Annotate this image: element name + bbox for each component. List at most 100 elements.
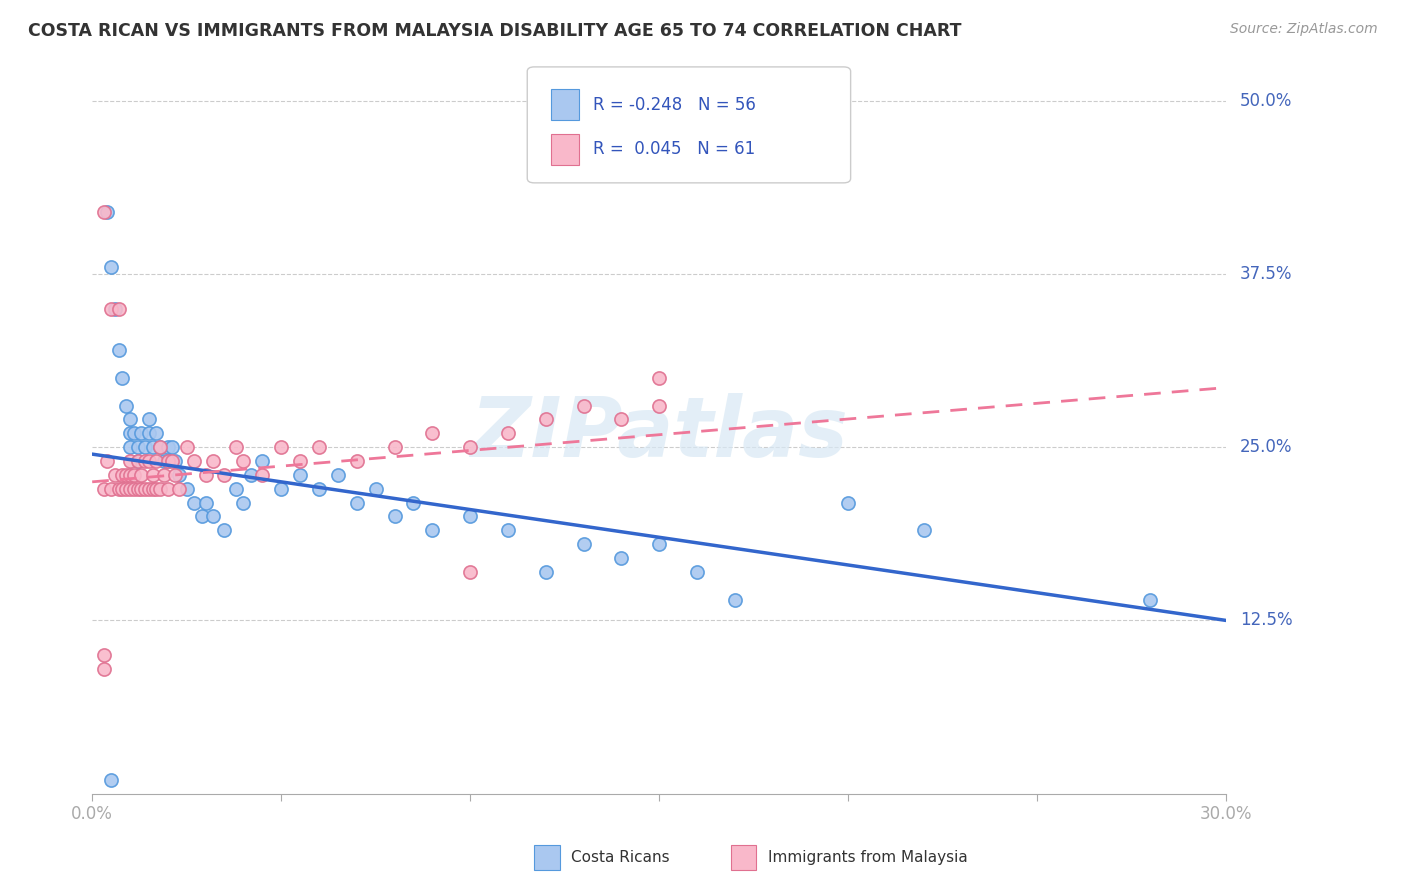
Text: 37.5%: 37.5% xyxy=(1240,265,1292,283)
Point xyxy=(194,467,217,482)
Point xyxy=(232,454,254,468)
Point xyxy=(127,454,149,468)
Point xyxy=(384,509,406,524)
Point xyxy=(534,412,557,426)
Point xyxy=(111,482,134,496)
Text: 12.5%: 12.5% xyxy=(1240,611,1292,630)
Point xyxy=(131,467,153,482)
Point xyxy=(232,495,254,509)
Point xyxy=(131,426,153,441)
Point xyxy=(496,524,519,538)
Point xyxy=(420,426,443,441)
Point xyxy=(1139,592,1161,607)
Point xyxy=(202,509,225,524)
Point xyxy=(288,467,311,482)
Point xyxy=(149,440,172,454)
Point xyxy=(686,565,709,579)
Point xyxy=(156,440,179,454)
Point xyxy=(134,482,156,496)
Text: R = -0.248   N = 56: R = -0.248 N = 56 xyxy=(593,95,756,114)
Point xyxy=(142,467,165,482)
Point xyxy=(118,412,141,426)
Point xyxy=(118,467,141,482)
Point xyxy=(118,440,141,454)
Point xyxy=(165,467,187,482)
Point xyxy=(165,454,187,468)
Point xyxy=(176,440,198,454)
Point xyxy=(610,551,633,566)
Point xyxy=(496,426,519,441)
Point xyxy=(96,204,118,219)
Point xyxy=(142,482,165,496)
Point xyxy=(534,565,557,579)
Point xyxy=(270,440,292,454)
Point xyxy=(160,440,183,454)
Point xyxy=(111,371,134,385)
Point xyxy=(214,524,236,538)
Point xyxy=(153,454,176,468)
Point xyxy=(127,440,149,454)
Point xyxy=(648,371,671,385)
Point xyxy=(308,482,330,496)
Point xyxy=(93,204,115,219)
Text: R =  0.045   N = 61: R = 0.045 N = 61 xyxy=(593,140,755,159)
Point xyxy=(225,440,247,454)
Point xyxy=(202,454,225,468)
Point xyxy=(458,565,481,579)
Point xyxy=(648,537,671,551)
Point xyxy=(572,537,595,551)
Point xyxy=(160,454,183,468)
Point xyxy=(145,454,167,468)
Text: COSTA RICAN VS IMMIGRANTS FROM MALAYSIA DISABILITY AGE 65 TO 74 CORRELATION CHAR: COSTA RICAN VS IMMIGRANTS FROM MALAYSIA … xyxy=(28,22,962,40)
Point xyxy=(149,440,172,454)
Text: Source: ZipAtlas.com: Source: ZipAtlas.com xyxy=(1230,22,1378,37)
Point xyxy=(420,524,443,538)
Point xyxy=(176,482,198,496)
Point xyxy=(115,482,138,496)
Point xyxy=(111,467,134,482)
Point xyxy=(100,260,122,274)
Point xyxy=(107,482,129,496)
Point xyxy=(346,495,368,509)
Point xyxy=(214,467,236,482)
Point xyxy=(156,482,179,496)
Point xyxy=(610,412,633,426)
Point xyxy=(118,426,141,441)
Point xyxy=(138,454,160,468)
Point xyxy=(167,482,190,496)
Point xyxy=(138,412,160,426)
Point xyxy=(142,440,165,454)
Text: 50.0%: 50.0% xyxy=(1240,92,1292,110)
Point xyxy=(122,426,145,441)
Point xyxy=(138,426,160,441)
Point xyxy=(572,399,595,413)
Point xyxy=(107,343,129,358)
Point xyxy=(270,482,292,496)
Point xyxy=(118,482,141,496)
Point xyxy=(131,482,153,496)
Point xyxy=(153,467,176,482)
Point xyxy=(183,495,205,509)
Point xyxy=(837,495,859,509)
Point xyxy=(346,454,368,468)
Point xyxy=(100,772,122,787)
Point xyxy=(458,440,481,454)
Point xyxy=(167,467,190,482)
Point xyxy=(288,454,311,468)
Point xyxy=(252,467,274,482)
Point xyxy=(384,440,406,454)
Point xyxy=(122,482,145,496)
Point xyxy=(115,467,138,482)
Point xyxy=(100,482,122,496)
Point xyxy=(912,524,935,538)
Point xyxy=(648,399,671,413)
Point xyxy=(138,482,160,496)
Point xyxy=(183,454,205,468)
Point xyxy=(239,467,262,482)
Point xyxy=(458,509,481,524)
Point xyxy=(134,440,156,454)
Text: Immigrants from Malaysia: Immigrants from Malaysia xyxy=(768,850,967,864)
Text: 25.0%: 25.0% xyxy=(1240,438,1292,456)
Point xyxy=(145,482,167,496)
Point xyxy=(100,301,122,316)
